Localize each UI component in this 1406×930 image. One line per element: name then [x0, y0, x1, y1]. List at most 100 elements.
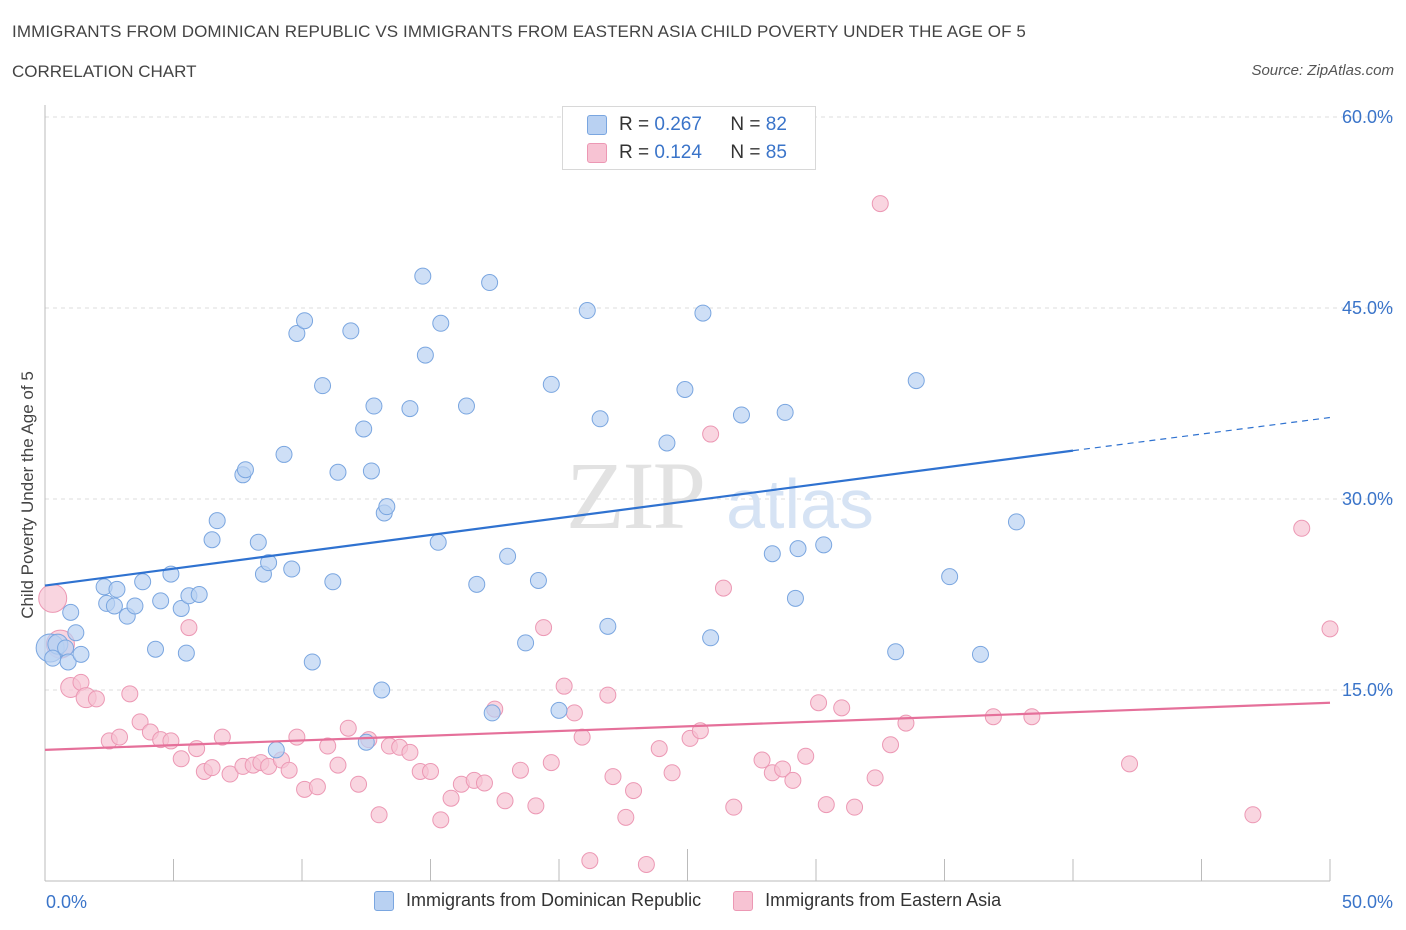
tick-labels: 15.0% 30.0% 45.0% 60.0% 0.0% 50.0%: [46, 107, 1393, 912]
point-dominican: [658, 434, 676, 452]
point-eastern-asia: [203, 759, 221, 777]
legend-label-eastern-asia: Immigrants from Eastern Asia: [765, 890, 1002, 910]
legend-r-label: R =: [619, 142, 655, 163]
watermark-zip: ZIP: [566, 442, 704, 549]
y-tick-label: 60.0%: [1342, 107, 1393, 127]
watermark: ZIP atlas: [566, 442, 874, 549]
point-dominican: [499, 547, 517, 565]
point-eastern-asia: [542, 754, 560, 772]
point-eastern-asia: [637, 855, 655, 873]
point-dominican: [134, 573, 152, 591]
point-eastern-asia: [866, 769, 884, 787]
point-dominican: [44, 649, 62, 667]
point-eastern-asia: [725, 798, 743, 816]
point-dominican: [275, 445, 293, 463]
legend-r-label: R =: [619, 114, 655, 135]
point-eastern-asia: [702, 425, 720, 443]
point-eastern-asia: [339, 719, 357, 737]
point-eastern-asia: [817, 796, 835, 814]
point-eastern-asia: [650, 740, 668, 758]
point-dominican: [401, 400, 419, 418]
x-tick-label: 0.0%: [46, 892, 87, 912]
legend-n-label: N =: [730, 142, 766, 163]
series-legend: Immigrants from Dominican Republic Immig…: [374, 890, 1033, 911]
y-axis-label: Child Poverty Under the Age of 5: [18, 371, 37, 619]
point-dominican: [324, 573, 342, 591]
point-eastern-asia: [511, 761, 529, 779]
point-dominican: [296, 312, 314, 330]
legend-swatch-blue: [587, 115, 607, 135]
legend-swatch-pink: [733, 890, 754, 911]
point-eastern-asia: [797, 747, 815, 765]
point-dominican: [303, 653, 321, 671]
point-dominican: [72, 645, 90, 663]
point-eastern-asia: [882, 736, 900, 754]
point-eastern-asia: [401, 743, 419, 761]
chart-title: IMMIGRANTS FROM DOMINICAN REPUBLIC VS IM…: [12, 22, 1026, 41]
legend-swatch-blue: [374, 890, 394, 911]
point-dominican: [355, 420, 373, 438]
point-eastern-asia: [555, 677, 573, 695]
point-dominican: [483, 704, 501, 722]
point-eastern-asia: [221, 765, 239, 783]
point-dominican: [236, 461, 254, 479]
point-dominican: [815, 536, 833, 554]
point-eastern-asia: [288, 728, 306, 746]
trend-line-dominican: [44, 449, 1074, 587]
point-eastern-asia: [442, 789, 460, 807]
point-eastern-asia: [573, 728, 591, 746]
y-tick-label: 15.0%: [1342, 680, 1393, 700]
point-dominican: [550, 701, 568, 719]
legend-item-eastern-asia[interactable]: Immigrants from Eastern Asia: [733, 890, 1001, 911]
watermark-atlas: atlas: [726, 465, 874, 543]
legend-n-value: 82: [765, 114, 787, 135]
point-eastern-asia: [280, 761, 298, 779]
point-dominican: [203, 531, 221, 549]
point-eastern-asia: [833, 699, 851, 717]
legend-n-value: 85: [765, 142, 787, 163]
point-dominican: [702, 629, 720, 647]
point-dominican: [365, 397, 383, 415]
point-dominican: [172, 600, 190, 618]
point-dominican: [416, 346, 434, 364]
y-tick-label: 45.0%: [1342, 298, 1393, 318]
point-dominican: [190, 586, 208, 603]
point-eastern-asia: [422, 762, 439, 780]
point-eastern-asia: [774, 760, 792, 778]
point-dominican: [776, 403, 794, 421]
point-dominican: [249, 533, 267, 551]
point-dominican: [329, 463, 347, 481]
point-dominican: [941, 568, 959, 586]
grid-lines: [45, 116, 1395, 691]
point-dominican: [152, 592, 170, 610]
point-dominican: [208, 512, 226, 530]
legend-n-label: N =: [730, 114, 766, 135]
point-dominican: [971, 645, 989, 663]
point-eastern-asia: [308, 778, 326, 796]
point-eastern-asia: [188, 740, 206, 758]
chart-subtitle: CORRELATION CHART: [12, 62, 197, 81]
trend-line-eastern-asia: [44, 701, 1331, 751]
point-eastern-asia: [984, 708, 1002, 726]
point-dominican: [599, 617, 617, 635]
point-eastern-asia: [38, 583, 68, 613]
legend-item-dominican[interactable]: Immigrants from Dominican Republic: [374, 890, 701, 911]
points-eastern-asia: [38, 195, 1339, 873]
point-dominican: [67, 624, 85, 642]
point-dominican: [517, 634, 535, 652]
point-eastern-asia: [753, 751, 771, 769]
point-dominican: [414, 267, 432, 285]
point-eastern-asia: [1321, 620, 1339, 638]
point-dominican: [694, 304, 712, 322]
point-eastern-asia: [1244, 806, 1262, 824]
point-dominican: [457, 397, 475, 415]
point-eastern-asia: [172, 750, 190, 768]
point-dominican: [591, 410, 609, 428]
axes: [44, 105, 1331, 882]
legend-r-value: 0.124: [654, 142, 702, 163]
point-dominican: [283, 560, 301, 578]
point-dominican: [907, 372, 925, 390]
point-dominican: [177, 644, 195, 662]
point-dominican: [288, 324, 306, 342]
